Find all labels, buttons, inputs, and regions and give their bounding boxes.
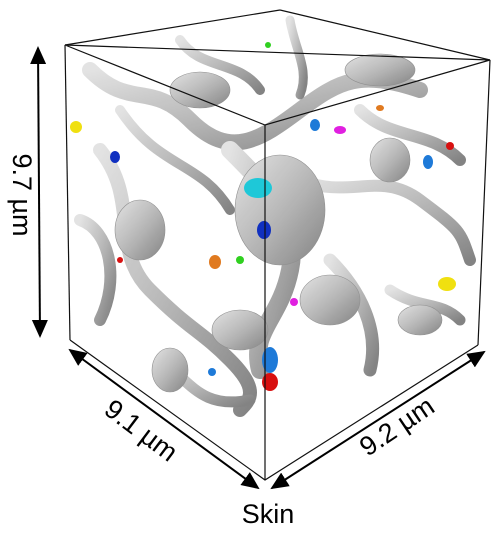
figure: 9.7 µm 9.1 µm 9.2 µm Skin <box>0 0 500 534</box>
depth-label: 9.1 µm <box>99 394 183 468</box>
caption: Skin <box>242 499 295 529</box>
height-label: 9.7 µm <box>7 153 37 236</box>
page: {"dimensions": {"height": "9.7 µm", "dep… <box>0 0 500 534</box>
